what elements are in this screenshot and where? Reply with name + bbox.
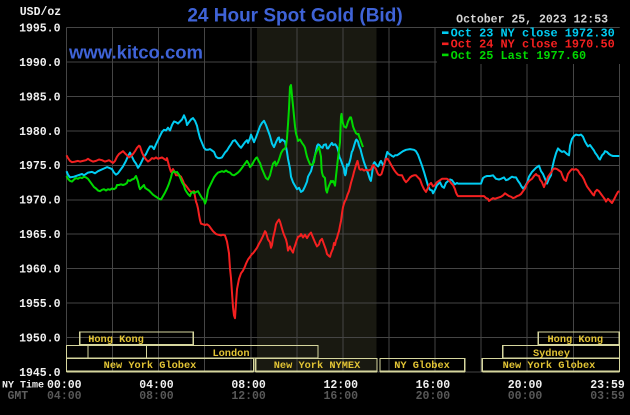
svg-text:London: London — [212, 348, 249, 360]
svg-text:24 Hour Spot Gold (Bid): 24 Hour Spot Gold (Bid) — [187, 6, 402, 27]
svg-text:1960.0: 1960.0 — [19, 264, 61, 277]
svg-text:16:00: 16:00 — [416, 379, 451, 392]
svg-text:23:59: 23:59 — [590, 379, 625, 392]
svg-text:16:00: 16:00 — [323, 390, 358, 403]
svg-text:1945.0: 1945.0 — [19, 367, 61, 380]
svg-text:1985.0: 1985.0 — [19, 91, 61, 104]
svg-text:1980.0: 1980.0 — [19, 126, 61, 139]
svg-text:NY Time: NY Time — [2, 380, 44, 392]
svg-text:Oct 25 Last 1977.60: Oct 25 Last 1977.60 — [451, 49, 587, 63]
svg-text:12:00: 12:00 — [323, 379, 358, 392]
svg-text:USD/oz: USD/oz — [20, 6, 62, 19]
svg-text:00:00: 00:00 — [47, 379, 82, 392]
svg-text:1965.0: 1965.0 — [19, 229, 61, 242]
svg-text:Sydney: Sydney — [533, 348, 570, 360]
svg-text:1970.0: 1970.0 — [19, 195, 61, 208]
svg-text:20:00: 20:00 — [508, 379, 543, 392]
svg-text:Hong Kong: Hong Kong — [88, 334, 144, 346]
svg-text:03:59: 03:59 — [590, 390, 625, 403]
svg-text:New York NYMEX: New York NYMEX — [274, 360, 361, 372]
svg-text:www.kitco.com: www.kitco.com — [68, 42, 203, 63]
svg-text:00:00: 00:00 — [508, 390, 543, 403]
svg-text:GMT: GMT — [8, 390, 29, 403]
svg-text:NY Globex: NY Globex — [394, 360, 450, 372]
svg-text:Oct 24 NY close 1970.50: Oct 24 NY close 1970.50 — [451, 38, 615, 52]
svg-text:October 25, 2023 12:53: October 25, 2023 12:53 — [456, 13, 608, 26]
svg-text:04:00: 04:00 — [47, 390, 82, 403]
svg-text:1995.0: 1995.0 — [19, 22, 61, 35]
svg-text:1955.0: 1955.0 — [19, 298, 61, 311]
svg-text:New York Globex: New York Globex — [503, 360, 596, 372]
svg-text:20:00: 20:00 — [416, 390, 451, 403]
svg-text:1950.0: 1950.0 — [19, 332, 61, 345]
svg-text:04:00: 04:00 — [139, 379, 174, 392]
svg-text:Hong Kong: Hong Kong — [547, 334, 603, 346]
svg-text:08:00: 08:00 — [231, 379, 266, 392]
svg-text:08:00: 08:00 — [139, 390, 174, 403]
svg-text:1990.0: 1990.0 — [19, 57, 61, 70]
svg-text:1975.0: 1975.0 — [19, 160, 61, 173]
svg-text:12:00: 12:00 — [231, 390, 266, 403]
svg-text:New York Globex: New York Globex — [104, 360, 197, 372]
svg-text:Oct 23 NY close 1972.30: Oct 23 NY close 1972.30 — [451, 27, 615, 41]
